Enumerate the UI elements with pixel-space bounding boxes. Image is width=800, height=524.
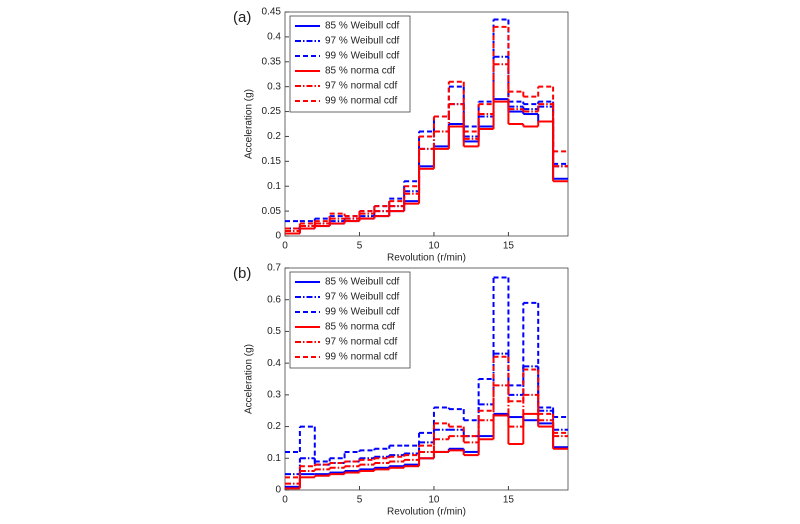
legend-label: 99 % normal cdf	[325, 96, 397, 107]
legend-label: 99 % Weibull cdf	[325, 51, 400, 62]
y-tick-label: 0.2	[267, 421, 281, 432]
legend-label: 99 % Weibull cdf	[325, 307, 400, 318]
y-tick-label: 0.6	[267, 294, 281, 305]
x-tick-label: 15	[503, 241, 515, 252]
x-tick-label: 0	[282, 495, 288, 506]
y-tick-label: 0.5	[267, 326, 281, 337]
y-tick-label: 0	[275, 485, 281, 496]
y-tick-label: 0.35	[262, 56, 282, 67]
legend-label: 97 % normal cdf	[325, 81, 397, 92]
x-axis-label: Revolution (r/min)	[387, 507, 466, 518]
y-tick-label: 0.3	[267, 389, 281, 400]
x-tick-label: 5	[357, 241, 363, 252]
legend-label: 85 % norma cdf	[325, 322, 395, 333]
y-tick-label: 0.4	[267, 358, 281, 369]
y-tick-label: 0.05	[262, 206, 282, 217]
y-tick-label: 0.45	[262, 7, 282, 18]
legend-label: 97 % Weibull cdf	[325, 36, 400, 47]
x-tick-label: 10	[428, 241, 440, 252]
x-tick-label: 0	[282, 241, 288, 252]
panel-label: (b)	[233, 265, 251, 282]
y-tick-label: 0	[275, 231, 281, 242]
legend-label: 99 % normal cdf	[325, 352, 397, 363]
legend-box	[289, 15, 411, 113]
x-tick-label: 15	[503, 495, 515, 506]
y-tick-label: 0.3	[267, 81, 281, 92]
y-tick-label: 0.4	[267, 32, 281, 43]
legend-label: 97 % Weibull cdf	[325, 292, 400, 303]
panel: (b) 0 0.1 0.2 0.3 0.4 0.5 0.6 0.7 0 5 10 15 Revolutio…	[233, 263, 569, 518]
y-tick-label: 0.7	[267, 263, 281, 274]
panel: (a) 0 0.05 0.1 0.15 0.2 0.25 0.3 0.35 0.4 0.45 0 5 10…	[233, 7, 569, 264]
legend-label: 97 % normal cdf	[325, 337, 397, 348]
x-tick-label: 10	[428, 495, 440, 506]
y-tick-label: 0.1	[267, 453, 281, 464]
legend-label: 85 % Weibull cdf	[325, 277, 400, 288]
x-axis-label: Revolution (r/min)	[387, 253, 466, 264]
legend-label: 85 % Weibull cdf	[325, 21, 400, 32]
legend-box	[289, 271, 411, 369]
panel-label: (a)	[233, 9, 251, 26]
y-tick-label: 0.15	[262, 156, 282, 167]
y-tick-label: 0.1	[267, 181, 281, 192]
y-tick-label: 0.2	[267, 131, 281, 142]
y-tick-label: 0.25	[262, 106, 282, 117]
y-axis-label: Acceleration (g)	[244, 344, 255, 414]
legend-label: 85 % norma cdf	[325, 66, 395, 77]
y-axis-label: Acceleration (g)	[244, 89, 255, 159]
x-tick-label: 5	[357, 495, 363, 506]
